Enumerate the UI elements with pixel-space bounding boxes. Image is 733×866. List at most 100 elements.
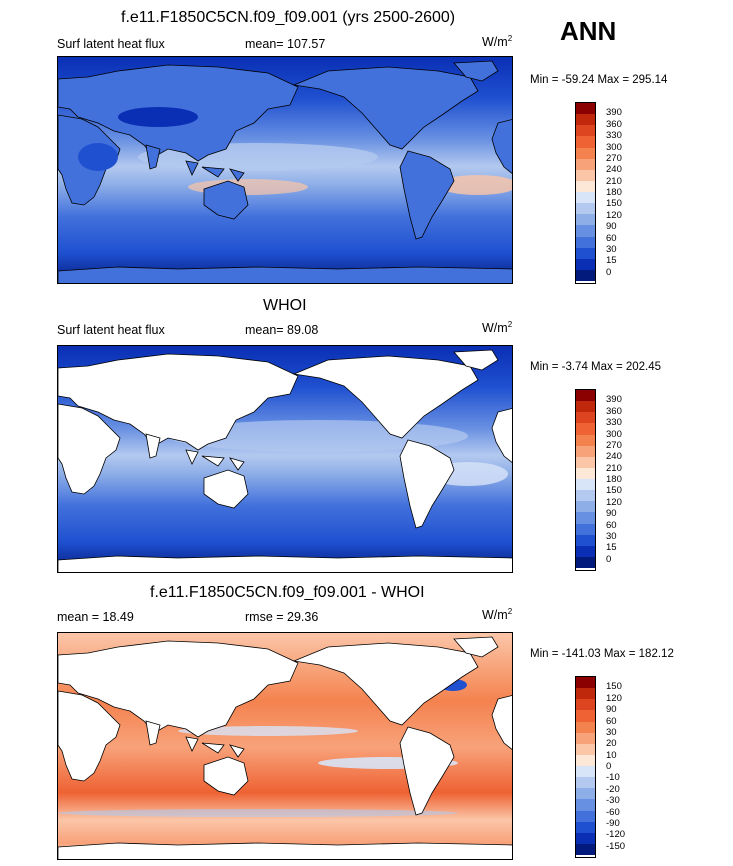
colorbar-tick-label: -150 xyxy=(606,840,626,852)
panel-obs-units: W/m2 xyxy=(482,320,513,336)
colorbar-swatch xyxy=(576,545,595,557)
panel-model-map xyxy=(57,56,513,284)
colorbar-swatch xyxy=(576,810,595,822)
panel-diff-units: W/m2 xyxy=(482,607,513,623)
colorbar-tick-label: 120 xyxy=(606,692,622,704)
colorbar-tick-label: 30 xyxy=(606,726,617,738)
panel-model-colorbar xyxy=(575,102,596,284)
panel-diff-mean-label: mean = 18.49 xyxy=(57,610,134,624)
panel-model-title: f.e11.F1850C5CN.f09_f09.001 (yrs 2500-26… xyxy=(121,9,456,26)
colorbar-swatch xyxy=(576,258,595,270)
colorbar-swatch xyxy=(576,390,595,402)
colorbar-tick-label: 240 xyxy=(606,451,622,463)
colorbar-swatch xyxy=(576,799,595,811)
colorbar-swatch xyxy=(576,456,595,468)
colorbar-tick-label: -20 xyxy=(606,783,620,795)
colorbar-swatch xyxy=(576,158,595,170)
colorbar-swatch xyxy=(576,777,595,789)
colorbar-tick-label: -120 xyxy=(606,829,626,841)
colorbar-tick-label: 240 xyxy=(606,164,622,176)
panel-obs-mean-label: mean= 89.08 xyxy=(245,323,319,337)
colorbar-tick-label: 60 xyxy=(606,715,617,727)
colorbar-swatch xyxy=(576,523,595,535)
colorbar-tick-label: 0 xyxy=(606,553,612,565)
panel-model-minmax: Min = -59.24 Max = 295.14 xyxy=(530,74,668,86)
colorbar-tick-label: 30 xyxy=(606,530,617,542)
colorbar-tick-label: -30 xyxy=(606,795,620,807)
panel-diff-colorbar xyxy=(575,676,596,858)
panel-obs-map xyxy=(57,345,513,573)
colorbar-tick-label: 390 xyxy=(606,394,622,406)
colorbar-swatch xyxy=(576,721,595,733)
colorbar-swatch xyxy=(576,412,595,424)
panel-obs-variable-label: Surf latent heat flux xyxy=(57,323,165,337)
colorbar-tick-label: 20 xyxy=(606,738,617,750)
panel-obs-title: WHOI xyxy=(263,297,307,314)
season-label: ANN xyxy=(560,16,617,46)
colorbar-swatch xyxy=(576,423,595,435)
colorbar-swatch xyxy=(576,467,595,479)
colorbar-swatch xyxy=(576,125,595,137)
colorbar-tick-label: 90 xyxy=(606,508,617,520)
colorbar-tick-label: 90 xyxy=(606,221,617,233)
colorbar-swatch xyxy=(576,699,595,711)
colorbar-swatch xyxy=(576,843,595,855)
panel-obs-minmax: Min = -3.74 Max = 202.45 xyxy=(530,361,662,373)
colorbar-tick-label: 330 xyxy=(606,417,622,429)
colorbar-swatch xyxy=(576,169,595,181)
colorbar-swatch xyxy=(576,147,595,159)
colorbar-swatch xyxy=(576,512,595,524)
colorbar-swatch xyxy=(576,743,595,755)
colorbar-tick-label: 150 xyxy=(606,485,622,497)
colorbar-swatch xyxy=(576,236,595,248)
colorbar-swatch xyxy=(576,788,595,800)
colorbar-swatch xyxy=(576,490,595,502)
colorbar-swatch xyxy=(576,556,595,568)
colorbar-tick-label: -10 xyxy=(606,772,620,784)
colorbar-tick-label: 300 xyxy=(606,141,622,153)
panel-diff-rmse-label: rmse = 29.36 xyxy=(245,610,319,624)
colorbar-tick-label: 15 xyxy=(606,255,617,267)
colorbar-tick-label: 330 xyxy=(606,130,622,142)
panel-diff-map xyxy=(57,632,513,860)
panel-obs-colorbar xyxy=(575,389,596,571)
colorbar-swatch xyxy=(576,225,595,237)
colorbar-tick-label: 210 xyxy=(606,175,622,187)
colorbar-swatch xyxy=(576,269,595,281)
panel-model-units: W/m2 xyxy=(482,34,513,50)
colorbar-tick-label: 60 xyxy=(606,232,617,244)
colorbar-swatch xyxy=(576,534,595,546)
colorbar-tick-label: 210 xyxy=(606,462,622,474)
colorbar-swatch xyxy=(576,136,595,148)
colorbar-tick-label: 15 xyxy=(606,542,617,554)
colorbar-swatch xyxy=(576,710,595,722)
colorbar-swatch xyxy=(576,821,595,833)
colorbar-tick-label: 0 xyxy=(606,761,612,772)
panel-diff-title: f.e11.F1850C5CN.f09_f09.001 - WHOI xyxy=(150,584,425,601)
colorbar-tick-label: 360 xyxy=(606,118,622,130)
panel-model-mean-label: mean= 107.57 xyxy=(245,37,326,51)
colorbar-tick-label: 150 xyxy=(606,681,622,693)
colorbar-tick-label: 360 xyxy=(606,405,622,417)
colorbar-swatch xyxy=(576,180,595,192)
colorbar-swatch xyxy=(576,114,595,126)
colorbar-tick-label: 120 xyxy=(606,209,622,221)
panel-model-variable-label: Surf latent heat flux xyxy=(57,37,165,51)
colorbar-tick-label: 150 xyxy=(606,198,622,210)
colorbar-tick-label: 10 xyxy=(606,749,617,761)
colorbar-tick-label: 60 xyxy=(606,519,617,531)
colorbar-swatch xyxy=(576,103,595,115)
colorbar-swatch xyxy=(576,766,595,778)
colorbar-swatch xyxy=(576,434,595,446)
colorbar-tick-label: 300 xyxy=(606,428,622,440)
colorbar-swatch xyxy=(576,247,595,259)
colorbar-swatch xyxy=(576,677,595,689)
colorbar-swatch xyxy=(576,754,595,766)
panel-diff-minmax: Min = -141.03 Max = 182.12 xyxy=(530,648,674,660)
colorbar-tick-label: 390 xyxy=(606,107,622,119)
colorbar-swatch xyxy=(576,192,595,204)
colorbar-swatch xyxy=(576,479,595,491)
colorbar-tick-label: -60 xyxy=(606,806,620,818)
colorbar-tick-label: 30 xyxy=(606,243,617,255)
colorbar-swatch xyxy=(576,445,595,457)
